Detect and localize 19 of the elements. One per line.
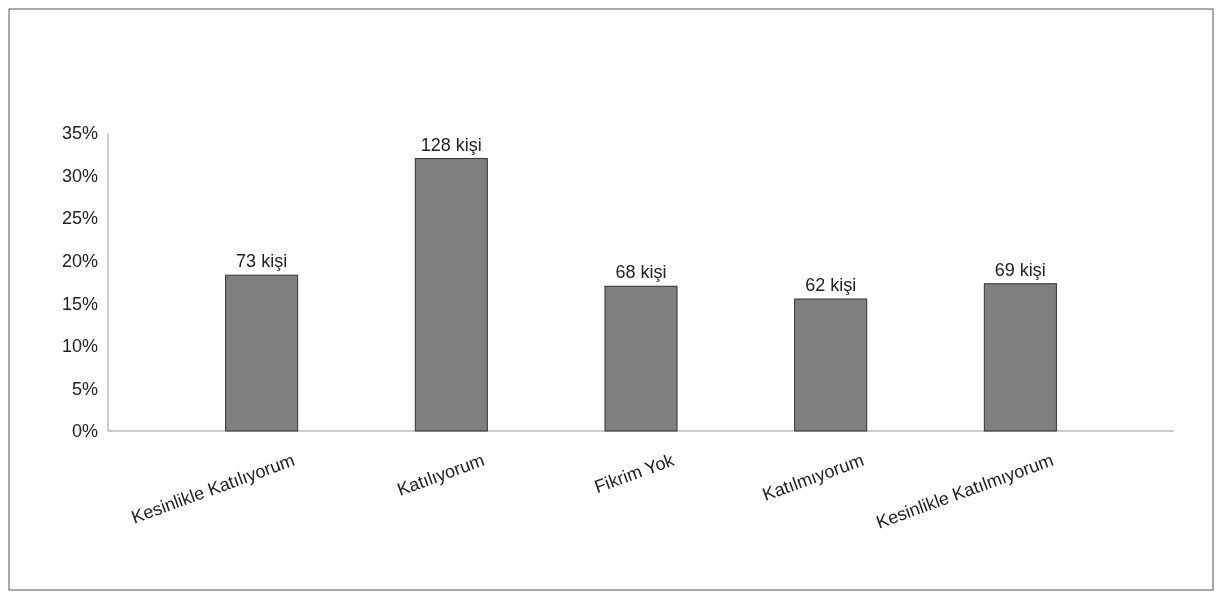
annotation: 62 kişi [805, 275, 857, 296]
y-tick-label: 5% [71, 378, 98, 399]
y-tick-label: 10% [61, 336, 98, 357]
bar [414, 158, 488, 432]
y-tick-label: 15% [61, 293, 98, 314]
y-tick-label: 0% [71, 421, 98, 442]
bar [225, 274, 299, 432]
x-tick-label: Fikrim Yok [591, 449, 678, 497]
y-tick-label: 25% [61, 208, 98, 229]
bar [604, 285, 678, 432]
y-tick-label: 20% [61, 251, 98, 272]
y-tick-label: 35% [61, 123, 98, 144]
y-tick-label: 30% [61, 165, 98, 186]
annotation: 128 kişi [420, 134, 482, 155]
bar [983, 283, 1057, 432]
annotation: 69 kişi [994, 259, 1046, 280]
annotation: 68 kişi [615, 262, 667, 283]
annotation: 73 kişi [236, 251, 288, 272]
bar [794, 298, 868, 432]
